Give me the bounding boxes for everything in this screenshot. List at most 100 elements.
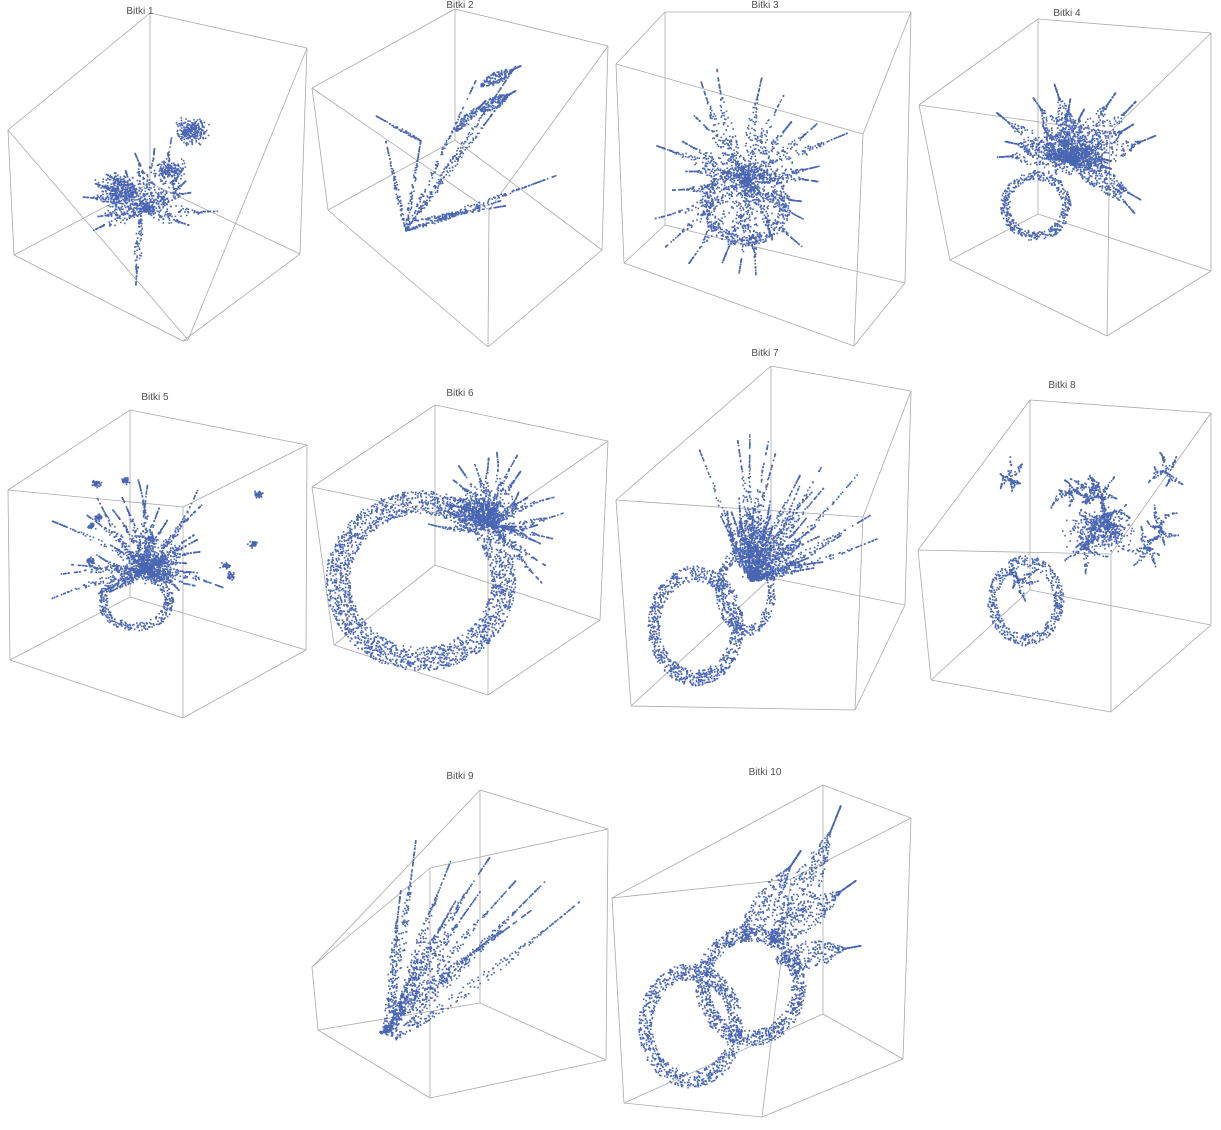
data-point	[417, 156, 419, 158]
data-point	[711, 181, 714, 184]
data-point	[104, 198, 107, 201]
data-point	[131, 198, 133, 201]
data-point	[732, 181, 735, 184]
data-point	[138, 207, 141, 210]
data-point	[744, 230, 747, 232]
data-point	[466, 211, 468, 214]
data-point	[116, 208, 118, 211]
data-point	[778, 205, 780, 208]
data-point	[722, 194, 724, 196]
data-point	[167, 163, 170, 166]
data-point	[451, 215, 454, 217]
data-point	[786, 181, 788, 183]
data-point	[142, 171, 145, 173]
data-point	[108, 188, 110, 191]
data-point	[740, 223, 742, 226]
data-point	[125, 212, 128, 214]
data-point	[449, 170, 451, 172]
data-point	[706, 210, 708, 213]
data-point	[422, 218, 424, 221]
data-point	[714, 215, 717, 218]
data-point	[740, 215, 742, 217]
data-point	[782, 199, 784, 202]
data-point	[753, 191, 755, 194]
data-point	[168, 159, 171, 161]
data-point	[752, 189, 754, 192]
data-point	[714, 174, 716, 176]
data-point	[173, 171, 176, 173]
data-point	[193, 210, 196, 212]
data-point	[459, 124, 462, 126]
data-point	[747, 228, 749, 230]
data-point	[180, 209, 183, 211]
data-point	[785, 214, 787, 217]
data-point	[503, 82, 505, 85]
data-point	[500, 77, 503, 79]
data-point	[740, 209, 742, 212]
data-point	[393, 186, 396, 189]
data-point	[166, 197, 169, 200]
data-point	[413, 176, 416, 178]
data-point	[706, 185, 709, 188]
data-point	[196, 133, 199, 135]
data-point	[469, 141, 472, 144]
data-point	[86, 196, 88, 199]
data-point	[140, 220, 142, 223]
data-point	[745, 199, 748, 201]
data-point	[707, 226, 710, 228]
data-point	[710, 211, 713, 213]
data-point	[471, 116, 473, 118]
data-point	[495, 95, 497, 97]
data-point	[136, 158, 139, 160]
data-point	[184, 135, 186, 138]
data-point	[444, 143, 446, 146]
data-point	[129, 196, 132, 198]
data-point	[524, 186, 526, 188]
data-point	[135, 156, 138, 158]
data-point	[741, 189, 743, 192]
data-point	[742, 239, 745, 242]
data-point	[735, 233, 738, 236]
box-edge	[454, 139, 603, 251]
data-point	[114, 176, 116, 178]
data-point	[712, 201, 714, 204]
data-point	[764, 238, 767, 240]
data-point	[766, 212, 769, 215]
data-point	[661, 215, 664, 218]
data-point	[133, 253, 136, 255]
data-point	[489, 109, 492, 112]
data-point	[470, 115, 473, 117]
data-point	[185, 125, 188, 128]
data-point	[691, 186, 694, 189]
data-point	[159, 210, 161, 212]
data-point	[795, 241, 797, 243]
data-point	[119, 184, 122, 187]
data-point	[488, 207, 491, 210]
data-point	[717, 198, 720, 201]
data-point	[709, 189, 712, 192]
data-point	[718, 201, 720, 204]
data-point	[498, 101, 500, 103]
data-point	[742, 244, 744, 246]
data-point	[490, 115, 492, 117]
data-point	[167, 152, 170, 154]
data-point	[703, 236, 706, 239]
data-point	[395, 188, 398, 191]
data-point	[770, 224, 773, 226]
data-point	[735, 221, 738, 224]
data-point	[129, 214, 132, 217]
data-point	[482, 106, 484, 109]
data-point	[764, 240, 766, 242]
data-point	[497, 195, 500, 197]
data-point	[175, 205, 177, 207]
data-point	[466, 117, 469, 120]
data-point	[201, 124, 204, 127]
data-point	[797, 215, 799, 218]
data-point	[434, 184, 437, 187]
data-point	[177, 194, 180, 196]
data-point	[761, 194, 764, 196]
data-point	[742, 215, 745, 217]
data-point	[703, 184, 706, 186]
data-point	[473, 112, 475, 115]
data-point	[143, 172, 146, 175]
